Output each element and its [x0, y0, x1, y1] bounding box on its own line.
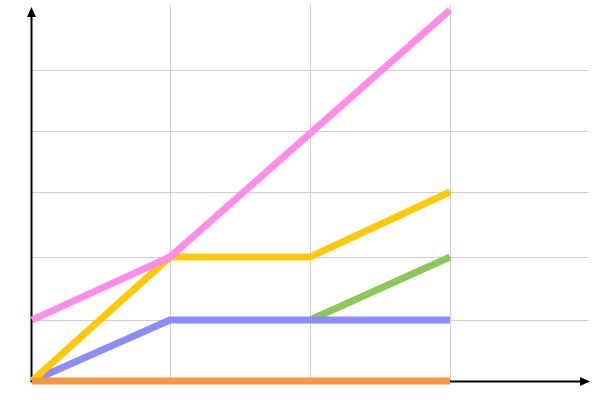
x-axis-arrow-icon: [580, 377, 590, 386]
series-line-green: [308, 253, 452, 324]
series-line-blue: [30, 316, 450, 385]
y-axis: [27, 7, 36, 382]
series-line-yellow: [29, 188, 452, 384]
y-axis-arrow-icon: [27, 7, 36, 17]
series-group: [29, 7, 453, 385]
series-line-pink: [30, 7, 453, 324]
